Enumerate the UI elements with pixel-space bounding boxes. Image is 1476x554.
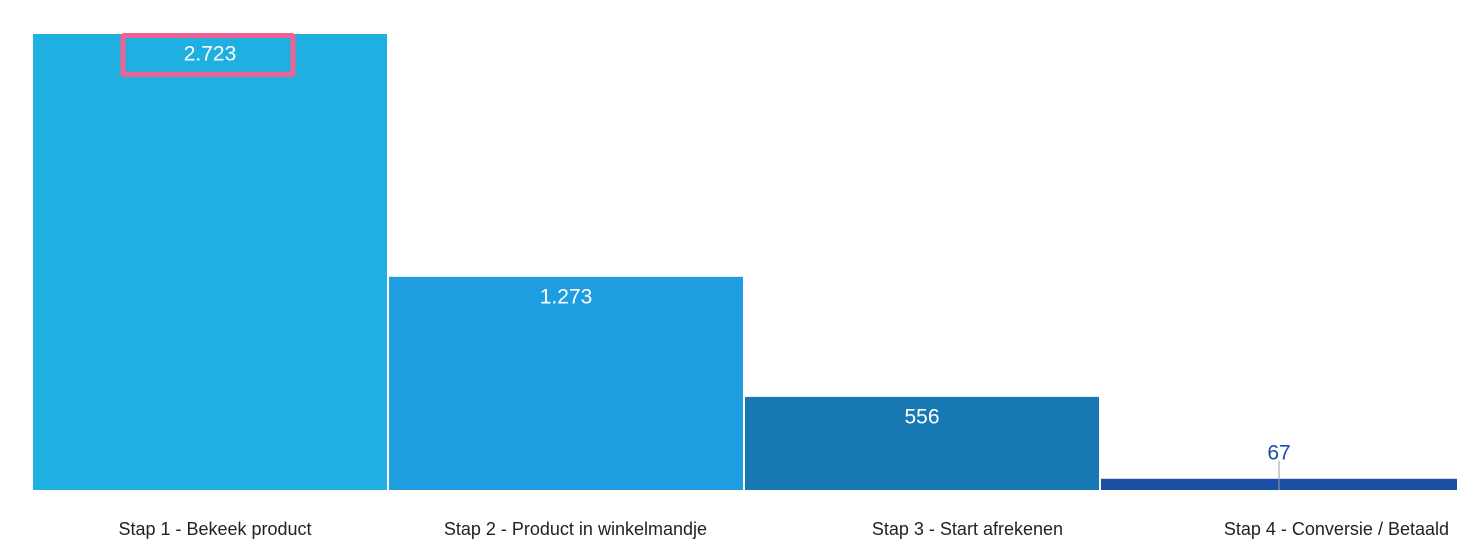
category-label-step-2: Stap 2 - Product in winkelmandje (444, 519, 707, 539)
value-label-step-4: 67 (1267, 441, 1290, 464)
category-label-step-3: Stap 3 - Start afrekenen (872, 519, 1063, 539)
highlight-box (120, 33, 296, 77)
category-labels-layer: Stap 1 - Bekeek product Stap 2 - Product … (118, 519, 1449, 539)
bar-step-3[interactable] (745, 396, 1099, 490)
value-label-step-1: 2.723 (184, 43, 237, 66)
bars-layer (33, 34, 1457, 490)
category-label-step-1: Stap 1 - Bekeek product (118, 519, 311, 539)
bar-step-2[interactable] (389, 276, 743, 490)
value-label-step-3: 556 (904, 405, 939, 428)
bar-step-1[interactable] (33, 34, 387, 490)
value-label-step-2: 1.273 (540, 285, 593, 308)
category-label-step-4: Stap 4 - Conversie / Betaald (1224, 519, 1449, 539)
highlight-layer (120, 33, 296, 77)
value-labels-layer: 2.723 1.273 556 67 (184, 43, 1291, 490)
